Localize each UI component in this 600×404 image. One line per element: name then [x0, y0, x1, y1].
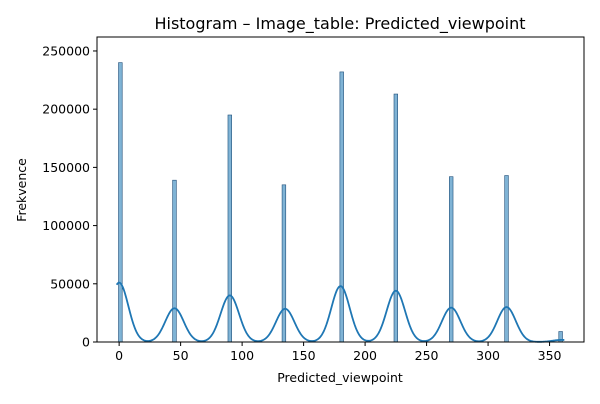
x-tick-label-4: 200	[353, 348, 377, 363]
histogram-bar-4	[339, 71, 344, 343]
x-axis-label: Predicted_viewpoint	[277, 370, 403, 385]
histogram-bar-0	[118, 62, 123, 343]
x-tick-label-2: 100	[230, 348, 254, 363]
y-tick-label-3: 150000	[42, 160, 90, 175]
y-tick-label-0: 0	[82, 335, 90, 350]
x-tick-label-3: 150	[292, 348, 316, 363]
histogram-bar-6	[449, 176, 454, 343]
histogram-bar-3	[281, 184, 287, 343]
histogram-bar-5	[393, 93, 398, 343]
histogram-bar-2	[227, 114, 232, 343]
x-tick-label-7: 350	[538, 348, 562, 363]
y-axis-label: Frekvence	[14, 158, 29, 222]
kde-group	[115, 281, 565, 343]
plot-frame	[96, 36, 585, 343]
chart-title: Histogram – Image_table: Predicted_viewp…	[154, 14, 525, 34]
x-tick-label-5: 250	[415, 348, 439, 363]
x-tick-label-0: 0	[115, 348, 123, 363]
y-tick-label-2: 100000	[42, 218, 90, 233]
y-tick-label-4: 200000	[42, 102, 90, 117]
x-tick-label-1: 50	[173, 348, 189, 363]
x-tick-label-6: 300	[476, 348, 500, 363]
y-tick-label-1: 50000	[50, 276, 90, 291]
histogram-bar-1	[172, 179, 177, 343]
bars-group	[118, 62, 563, 343]
kde-line	[115, 281, 565, 343]
histogram-bar-7	[504, 175, 509, 343]
y-tick-label-5: 250000	[42, 43, 90, 58]
ticks-group: 0 50 100 150 200 250 300 350 0 50000 100000 150000 2…	[42, 43, 561, 363]
axes-group	[96, 36, 585, 343]
